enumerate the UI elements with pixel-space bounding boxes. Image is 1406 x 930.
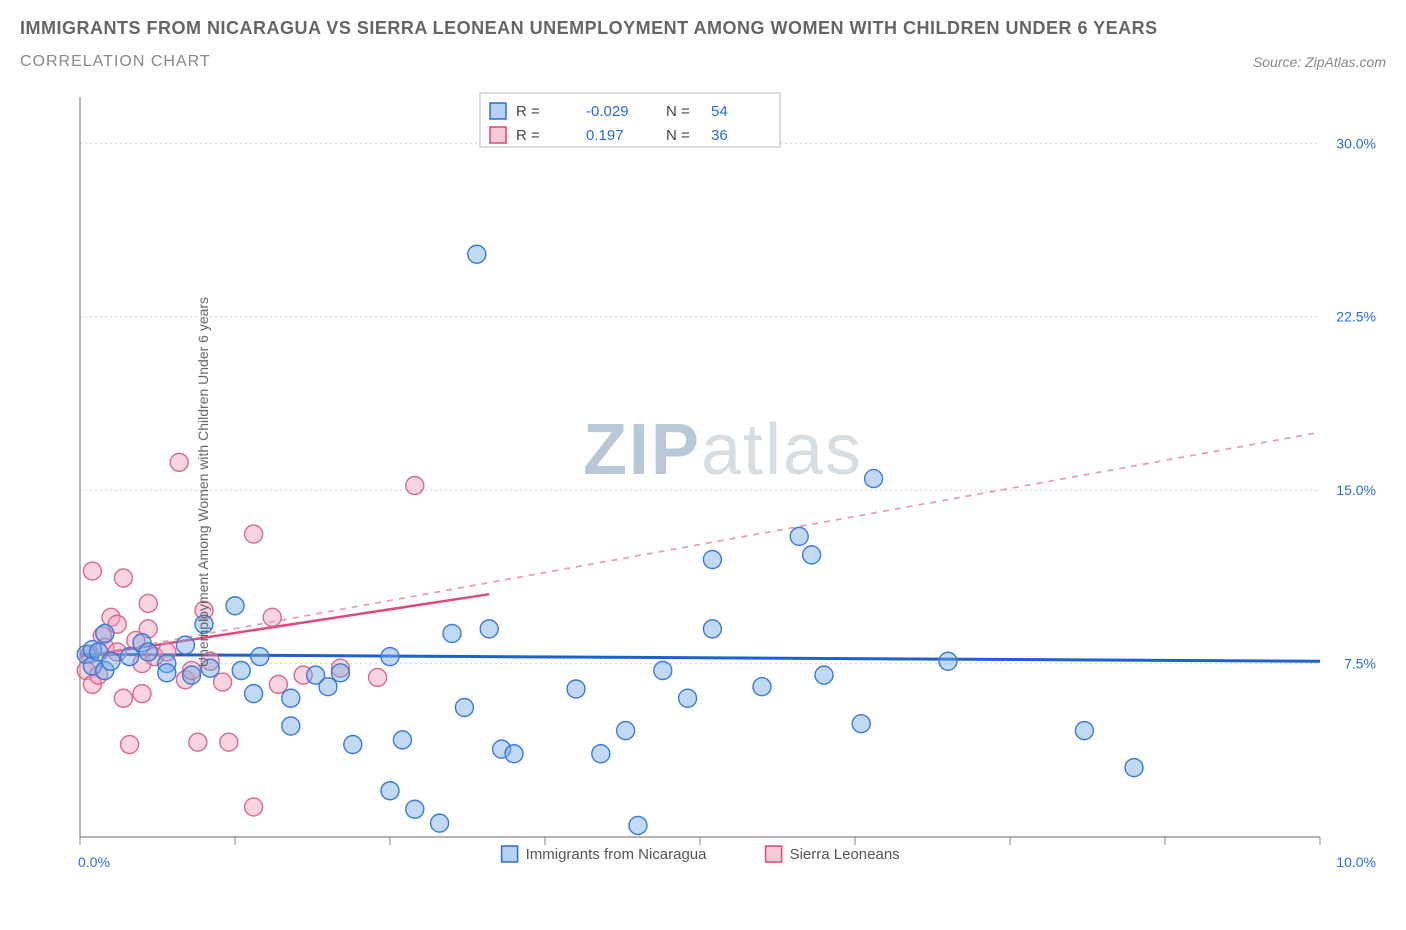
data-point-blue: [567, 680, 585, 698]
data-point-blue: [282, 717, 300, 735]
data-point-blue: [803, 546, 821, 564]
data-point-blue: [232, 662, 250, 680]
data-point-pink: [406, 477, 424, 495]
series-legend: Immigrants from Nicaragua Sierra Leoneans: [502, 846, 900, 863]
data-point-blue: [431, 814, 449, 832]
data-point-blue: [455, 699, 473, 717]
data-point-blue: [654, 662, 672, 680]
legend-label: Immigrants from Nicaragua: [526, 846, 708, 863]
data-point-pink: [170, 453, 188, 471]
svg-text:0.197: 0.197: [586, 127, 624, 144]
data-point-pink: [263, 608, 281, 626]
data-point-pink: [245, 798, 263, 816]
data-point-blue: [852, 715, 870, 733]
data-point-blue: [139, 643, 157, 661]
legend-swatch: [490, 103, 506, 119]
data-point-blue: [282, 689, 300, 707]
data-point-pink: [83, 562, 101, 580]
correlation-chart: Unemployment Among Women with Children U…: [60, 87, 1386, 877]
y-tick-label: 15.0%: [1336, 482, 1376, 498]
svg-text:R =: R =: [516, 103, 540, 120]
data-point-pink: [121, 736, 139, 754]
data-point-blue: [176, 636, 194, 654]
data-point-pink: [114, 689, 132, 707]
data-point-blue: [121, 648, 139, 666]
legend-swatch: [490, 127, 506, 143]
source-attribution: Source: ZipAtlas.com: [1253, 54, 1386, 70]
data-point-blue: [183, 666, 201, 684]
data-point-blue: [703, 620, 721, 638]
data-point-blue: [443, 625, 461, 643]
data-point-blue: [790, 527, 808, 545]
data-point-blue: [344, 736, 362, 754]
data-point-blue: [158, 664, 176, 682]
x-tick-label: 0.0%: [78, 854, 110, 870]
data-point-blue: [102, 652, 120, 670]
data-point-blue: [331, 664, 349, 682]
data-point-pink: [189, 733, 207, 751]
y-axis-label: Unemployment Among Women with Children U…: [195, 297, 211, 667]
data-point-blue: [381, 782, 399, 800]
svg-text:N =: N =: [666, 127, 690, 144]
legend-label: Sierra Leoneans: [790, 846, 900, 863]
chart-svg: 7.5% 15.0% 22.5% 30.0% 0.0% 10.0% R = -0.029 N =…: [60, 87, 1386, 877]
data-point-pink: [245, 525, 263, 543]
data-point-blue: [251, 648, 269, 666]
data-point-pink: [214, 673, 232, 691]
data-point-blue: [468, 245, 486, 263]
data-point-blue: [815, 666, 833, 684]
svg-text:54: 54: [711, 103, 728, 120]
data-point-blue: [592, 745, 610, 763]
data-point-blue: [753, 678, 771, 696]
data-point-blue: [679, 689, 697, 707]
data-point-blue: [629, 816, 647, 834]
data-point-blue: [226, 597, 244, 615]
data-point-pink: [133, 685, 151, 703]
data-point-blue: [939, 652, 957, 670]
data-point-blue: [319, 678, 337, 696]
x-tick-label: 10.0%: [1336, 854, 1376, 870]
svg-text:N =: N =: [666, 103, 690, 120]
data-point-pink: [139, 594, 157, 612]
data-point-blue: [703, 551, 721, 569]
legend-swatch: [766, 846, 782, 862]
correlation-legend: R = -0.029 N = 54 R = 0.197 N = 36: [480, 93, 780, 147]
page-title: IMMIGRANTS FROM NICARAGUA VS SIERRA LEON…: [20, 18, 1386, 39]
data-point-blue: [865, 470, 883, 488]
data-point-pink: [114, 569, 132, 587]
svg-text:-0.029: -0.029: [586, 103, 629, 120]
data-point-blue: [617, 722, 635, 740]
data-point-blue: [393, 731, 411, 749]
data-point-blue: [480, 620, 498, 638]
y-tick-label: 7.5%: [1344, 656, 1376, 672]
data-point-blue: [245, 685, 263, 703]
data-point-blue: [505, 745, 523, 763]
data-point-blue: [1125, 759, 1143, 777]
svg-text:R =: R =: [516, 127, 540, 144]
svg-text:36: 36: [711, 127, 728, 144]
y-tick-label: 30.0%: [1336, 135, 1376, 151]
y-tick-label: 22.5%: [1336, 309, 1376, 325]
data-point-blue: [406, 800, 424, 818]
data-point-pink: [220, 733, 238, 751]
data-point-blue: [381, 648, 399, 666]
data-point-blue: [1075, 722, 1093, 740]
data-point-blue: [96, 625, 114, 643]
page-subtitle: CORRELATION CHART: [20, 53, 211, 71]
data-point-pink: [269, 675, 287, 693]
legend-swatch: [502, 846, 518, 862]
data-point-pink: [369, 668, 387, 686]
